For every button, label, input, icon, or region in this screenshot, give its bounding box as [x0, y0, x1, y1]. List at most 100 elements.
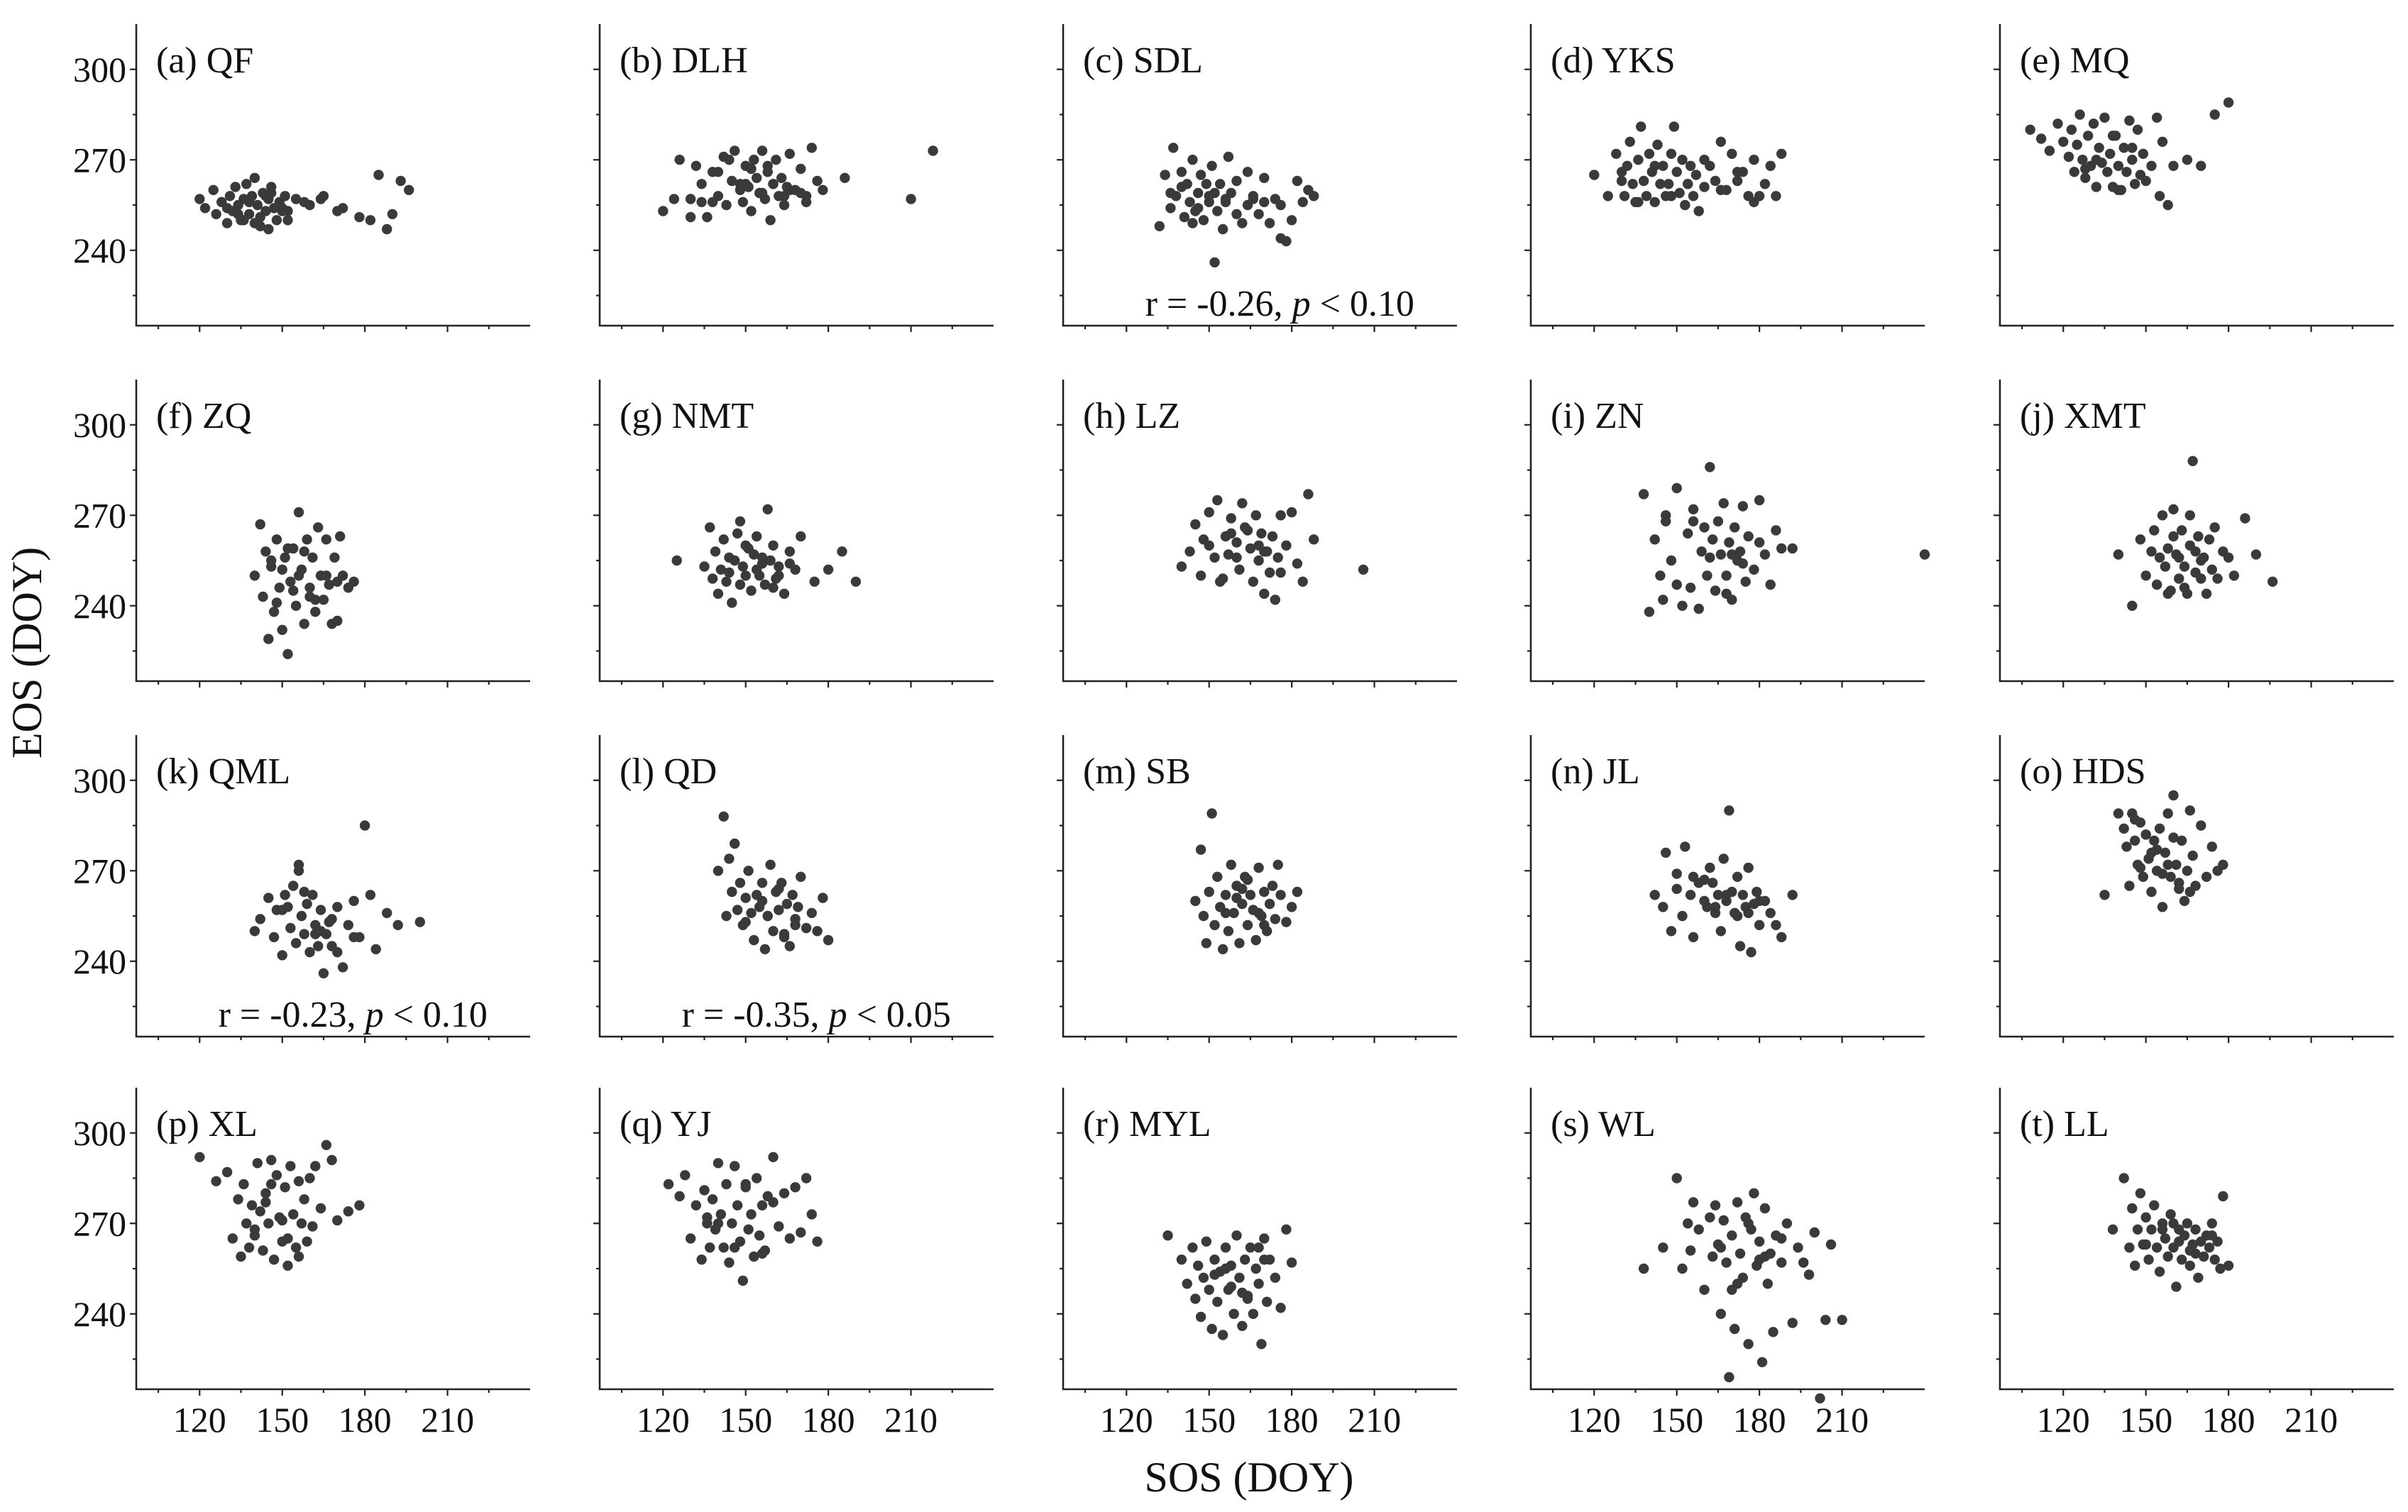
- data-point: [1693, 603, 1704, 614]
- data-point: [710, 546, 721, 557]
- data-point: [2140, 570, 2151, 581]
- data-point: [1705, 552, 1715, 563]
- data-point: [1793, 1242, 1803, 1253]
- data-point: [1195, 170, 1206, 180]
- data-point: [299, 929, 309, 939]
- data-point: [1226, 1281, 1236, 1292]
- data-point: [1248, 1308, 1259, 1320]
- panel-k-qml: 240 270 300 (k) QML r = -0.23, p < 0.10: [73, 735, 530, 1043]
- data-point: [2206, 841, 2217, 852]
- data-point: [1666, 148, 1677, 159]
- x-tick-label: 210: [1348, 1400, 1401, 1440]
- data-point: [2143, 1254, 2154, 1265]
- data-point: [1721, 1257, 1732, 1268]
- data-point: [2160, 561, 2171, 572]
- data-point: [2127, 600, 2138, 611]
- data-point: [1184, 197, 1195, 207]
- data-point: [1655, 570, 1666, 581]
- data-point: [730, 555, 740, 566]
- data-point: [2140, 1212, 2151, 1223]
- data-point: [1206, 808, 1217, 819]
- data-point: [382, 224, 392, 235]
- data-point: [2138, 871, 2148, 883]
- data-point: [1762, 1279, 1773, 1289]
- data-point: [1204, 540, 1214, 551]
- data-point: [1204, 1284, 1214, 1296]
- data-point: [1234, 564, 1245, 575]
- data-point: [2066, 124, 2077, 135]
- data-point: [271, 534, 282, 545]
- data-point: [702, 1212, 713, 1223]
- data-point: [290, 600, 302, 611]
- data-point: [1730, 522, 1740, 533]
- data-point: [315, 905, 326, 915]
- data-point: [730, 1242, 740, 1253]
- data-point: [774, 905, 784, 915]
- axis-lines: [1529, 1088, 1925, 1391]
- data-point: [1754, 1236, 1765, 1247]
- axis-lines: [598, 735, 994, 1038]
- data-point: [2152, 1242, 2162, 1253]
- data-point: [1633, 197, 1644, 207]
- data-point: [299, 546, 309, 557]
- data-point: [1759, 179, 1771, 189]
- data-point: [2184, 1245, 2195, 1256]
- data-point: [1754, 895, 1765, 907]
- data-point: [674, 1191, 685, 1202]
- data-point: [1710, 902, 1721, 912]
- data-point: [1231, 537, 1242, 548]
- data-point: [784, 558, 796, 569]
- data-point: [238, 215, 249, 226]
- data-point: [1776, 148, 1787, 159]
- data-point: [1242, 920, 1253, 931]
- data-point: [260, 191, 271, 202]
- panel-r-myl: 120 150 180 210 (r) MYL: [1057, 1088, 1457, 1440]
- data-point: [1281, 917, 1292, 927]
- data-point: [1272, 552, 1283, 563]
- data-point: [1765, 160, 1776, 171]
- data-point: [1275, 567, 1286, 578]
- data-point: [1209, 1269, 1220, 1280]
- data-point: [263, 224, 274, 235]
- x-tick-label: 150: [1650, 1400, 1703, 1440]
- data-point: [1727, 148, 1737, 159]
- data-point: [2118, 143, 2129, 153]
- data-point: [1743, 907, 1754, 919]
- data-point: [2157, 1224, 2168, 1235]
- data-point: [771, 155, 781, 165]
- data-point: [784, 941, 796, 951]
- data-point: [1226, 513, 1236, 524]
- data-point: [2074, 109, 2085, 120]
- data-point: [1919, 549, 1930, 560]
- x-tick-label: 180: [2202, 1400, 2255, 1440]
- data-point: [1693, 206, 1704, 216]
- data-point: [2146, 1224, 2157, 1235]
- data-point: [2174, 1236, 2184, 1247]
- panels-group: 240 270 300 (a) QF (b) DLH (c) SDL r = -0.26, …: [73, 24, 2394, 1440]
- data-point: [290, 194, 302, 204]
- x-tick-label: 120: [1568, 1400, 1621, 1440]
- data-point: [282, 649, 293, 659]
- data-point: [754, 1230, 765, 1241]
- data-point: [1259, 172, 1270, 183]
- data-point: [296, 910, 307, 922]
- data-point: [1201, 1236, 1212, 1247]
- data-point: [1693, 1224, 1704, 1235]
- data-point: [1231, 1230, 1242, 1241]
- data-point: [221, 218, 233, 228]
- data-point: [1234, 938, 1245, 949]
- data-point: [1652, 139, 1663, 150]
- data-point: [1685, 890, 1696, 900]
- data-point: [765, 215, 776, 226]
- data-point: [271, 597, 282, 608]
- data-point: [705, 522, 715, 533]
- data-point: [1776, 1257, 1787, 1268]
- data-point: [370, 944, 381, 955]
- data-point: [1226, 859, 1236, 871]
- data-point: [1187, 155, 1198, 165]
- data-point: [343, 1206, 353, 1217]
- data-point: [1718, 498, 1729, 509]
- data-point: [702, 211, 713, 223]
- data-point: [1712, 890, 1724, 900]
- data-point: [211, 1176, 221, 1187]
